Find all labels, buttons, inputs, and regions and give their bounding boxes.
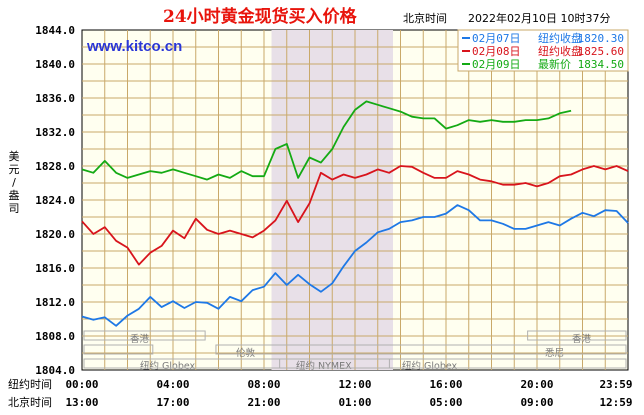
y-axis-label: 美元/盎司 (9, 150, 20, 215)
y-tick-label: 1804.0 (35, 364, 75, 377)
x-tick-bj: 01:00 (338, 396, 371, 409)
market-session-bar (83, 344, 154, 355)
datetime-label: 2022年02月10日 10时37分 (468, 11, 610, 25)
x-tick-ny: 23:59 (599, 378, 632, 391)
grid-lines (82, 30, 628, 370)
x-tick-ny: 00:00 (65, 378, 98, 391)
y-tick-label: 1844.0 (35, 24, 75, 37)
x-tick-ny: 12:00 (338, 378, 371, 391)
x-tick-bj: 09:00 (520, 396, 553, 409)
y-label-char: 盎 (9, 188, 20, 202)
x-tick-ny: 08:00 (247, 378, 280, 391)
legend-label: 纽约收盘 (538, 44, 582, 58)
legend-date: 02月08日 (472, 45, 521, 58)
market-sessions: 香港 纽约 Globex 伦敦 纽约 NYMEX 纽约 Globex 香港 悉尼 (83, 330, 627, 372)
chart-title: 24小时黄金现货买入价格 (163, 6, 358, 27)
website-label: www.kitco.cn (86, 38, 182, 55)
market-label-london: 伦敦 (236, 347, 256, 359)
timezone-label-bj: 北京时间 (8, 395, 52, 409)
y-tick-label: 1836.0 (35, 92, 75, 105)
x-tick-bj: 05:00 (429, 396, 462, 409)
legend-label: 最新价 (538, 57, 571, 71)
x-tick-ny: 04:00 (156, 378, 189, 391)
series-line-2 (81, 165, 629, 266)
legend-value: 1834.50 (578, 58, 624, 71)
market-label-sydney: 悉尼 (545, 347, 564, 359)
legend-box (457, 29, 629, 72)
legend-value: 1820.30 (578, 32, 624, 45)
x-tick-ny: 20:00 (520, 378, 553, 391)
y-tick-label: 1824.0 (35, 194, 75, 207)
legend-date: 02月09日 (472, 58, 521, 71)
market-label-nymex: 纽约 NYMEX (296, 360, 352, 372)
legend-label: 纽约收盘 (538, 31, 582, 45)
x-tick-ny: 16:00 (429, 378, 462, 391)
legend-date: 02月07日 (472, 32, 521, 45)
location-label: 北京时间 (403, 11, 447, 25)
y-label-char: 美 (9, 150, 20, 163)
y-tick-label: 1812.0 (35, 296, 75, 309)
market-session-bar (215, 344, 627, 355)
y-tick-label: 1820.0 (35, 228, 75, 241)
y-tick-label: 1832.0 (35, 126, 75, 139)
x-tick-bj: 17:00 (156, 396, 189, 409)
y-label-char: 元 (9, 163, 20, 176)
legend-value: 1825.60 (578, 45, 624, 58)
x-axis-ticks: 00:00 13:00 04:00 17:00 08:00 21:00 12:00 01:00… (65, 378, 632, 409)
y-axis-ticks: 1844.0 1840.0 1836.0 1832.0 1828.0 1824.0 1820… (35, 24, 75, 377)
timezone-label-ny: 纽约时间 (8, 377, 52, 391)
market-session-bar (83, 330, 206, 341)
y-tick-label: 1816.0 (35, 262, 75, 275)
y-tick-label: 1840.0 (35, 58, 75, 71)
market-session-bar (279, 358, 390, 369)
y-label-char: / (12, 176, 16, 189)
market-label-ny-right: 纽约 Globex (402, 360, 458, 372)
y-tick-label: 1828.0 (35, 160, 75, 173)
market-label-hk-left: 香港 (130, 333, 150, 345)
series-line-1 (81, 204, 629, 327)
x-tick-bj: 21:00 (247, 396, 280, 409)
x-tick-bj: 13:00 (65, 396, 98, 409)
market-label-ny-left: 纽约 Globex (140, 360, 196, 372)
price-series (81, 100, 629, 327)
market-session-bar (527, 330, 627, 341)
y-tick-label: 1808.0 (35, 330, 75, 343)
series-line-3 (81, 100, 572, 181)
x-tick-bj: 12:59 (599, 396, 632, 409)
market-label-hk-right: 香港 (572, 333, 592, 345)
y-label-char: 司 (9, 202, 20, 215)
